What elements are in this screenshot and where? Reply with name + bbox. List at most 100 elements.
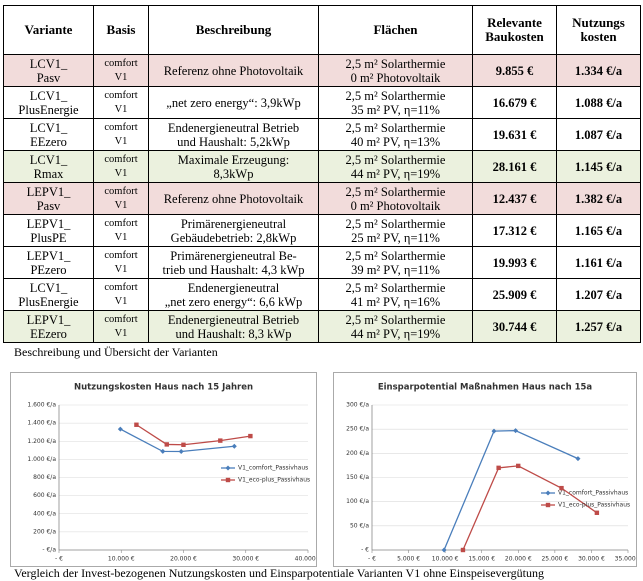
table-cell: 25.909 € bbox=[472, 278, 557, 311]
legend-label: V1_eco-plus_Passivhaus bbox=[238, 477, 310, 484]
table-cell: 17.312 € bbox=[472, 214, 557, 247]
y-tick-label: 800 €/a bbox=[33, 474, 56, 481]
table-cell: 2,5 m² Solarthermie 0 m² Photovoltaik bbox=[318, 182, 473, 215]
legend-marker bbox=[225, 465, 231, 471]
table-cell: 1.088 €/a bbox=[556, 86, 641, 119]
series-line bbox=[443, 429, 579, 551]
y-tick-label: 1.000 €/a bbox=[27, 456, 56, 463]
data-point bbox=[496, 465, 501, 471]
table-caption: Beschreibung und Übersicht der Varianten bbox=[14, 345, 218, 359]
x-tick-label: 25.000 € bbox=[541, 556, 568, 563]
table-cell: comfort V1 bbox=[93, 118, 149, 151]
table-cell: LCV1_ Rmax bbox=[3, 150, 94, 183]
chart: Einsparpotential Maßnahmen Haus nach 15a… bbox=[333, 372, 637, 567]
table-cell: LEPV1_ EEzero bbox=[3, 310, 94, 343]
y-tick-label: 1.600 €/a bbox=[27, 402, 56, 409]
table-cell: 1.207 €/a bbox=[556, 278, 641, 311]
table-row: LEPV1_ Pasv comfort V1 Referenz ohne Photo… bbox=[3, 182, 641, 215]
table-body: LCV1_ Pasv comfort V1 Referenz ohne Photov… bbox=[3, 54, 641, 343]
header-cell: Relevante Baukosten bbox=[472, 5, 557, 55]
table-cell: 2,5 m² Solarthermie 0 m² Photovoltaik bbox=[318, 54, 473, 87]
table-cell: comfort V1 bbox=[93, 246, 149, 279]
y-tick-label: 1.200 €/a bbox=[27, 438, 56, 445]
table-cell: comfort V1 bbox=[93, 278, 149, 311]
y-tick-label: 400 €/a bbox=[33, 510, 56, 517]
legend-marker bbox=[225, 477, 231, 483]
figure-caption: Vergleich der Invest-bezogenen Nutzungsk… bbox=[14, 566, 544, 580]
data-point bbox=[164, 442, 169, 447]
table-row: LCV1_ PlusEnergie comfort V1 „net zero ene… bbox=[3, 86, 641, 119]
x-tick-label: 30.000 € bbox=[578, 556, 605, 563]
table-cell: 9.855 € bbox=[472, 54, 557, 87]
table-cell: 12.437 € bbox=[472, 182, 557, 215]
data-point bbox=[575, 456, 581, 462]
x-tick-label: 35.000 € bbox=[615, 556, 637, 563]
legend-marker bbox=[545, 502, 551, 508]
table-cell: 2,5 m² Solarthermie 44 m² PV, η=19% bbox=[318, 150, 473, 183]
table-row: LCV1_ Pasv comfort V1 Referenz ohne Photov… bbox=[3, 54, 641, 87]
variant-table: Variante Basis Beschreibung Flächen Relevant… bbox=[3, 5, 641, 343]
y-tick-label: 150 €/a bbox=[346, 474, 369, 481]
y-tick-label: - €/a bbox=[42, 547, 56, 554]
data-point bbox=[516, 463, 521, 469]
data-point bbox=[491, 428, 497, 434]
table-cell: LEPV1_ PEzero bbox=[3, 246, 94, 279]
table-cell: LCV1_ Pasv bbox=[3, 54, 94, 87]
table-cell: comfort V1 bbox=[93, 214, 149, 247]
data-point bbox=[178, 448, 184, 454]
legend-label: V1_comfort_Passivhaus bbox=[558, 490, 628, 497]
table-cell: 1.145 €/a bbox=[556, 150, 641, 183]
table-cell: comfort V1 bbox=[93, 182, 149, 215]
table-cell: comfort V1 bbox=[93, 310, 149, 343]
table-cell: LEPV1_ PlusPE bbox=[3, 214, 94, 247]
table-cell: 1.334 €/a bbox=[556, 54, 641, 87]
table-cell: LEPV1_ Pasv bbox=[3, 182, 94, 215]
table-cell: 28.161 € bbox=[472, 150, 557, 183]
table-cell: 2,5 m² Solarthermie 25 m² PV, η=11% bbox=[318, 214, 473, 247]
table-row: LEPV1_ EEzero comfort V1 Endenergieneutral… bbox=[3, 310, 641, 343]
chart: Nutzungskosten Haus nach 15 Jahren - €/a 2… bbox=[10, 372, 317, 567]
y-tick-label: 200 €/a bbox=[33, 528, 56, 535]
chart-title: Einsparpotential Maßnahmen Haus nach 15a bbox=[378, 383, 593, 393]
table-cell: Maximale Erzeugung: 8,3kWp bbox=[148, 150, 319, 183]
table-cell: 2,5 m² Solarthermie 41 m² PV, η=16% bbox=[318, 278, 473, 311]
x-tick-label: - € bbox=[368, 556, 376, 563]
table-cell: LCV1_ PlusEnergie bbox=[3, 278, 94, 311]
series-line bbox=[136, 424, 251, 446]
y-tick-label: - € bbox=[361, 547, 369, 554]
data-point bbox=[117, 426, 123, 432]
table-cell: 1.087 €/a bbox=[556, 118, 641, 151]
legend-label: V1_eco-plus_Passivhaus bbox=[558, 502, 630, 509]
data-point bbox=[248, 433, 253, 439]
table-cell: Endenergieneutral Betrieb und Haushalt: … bbox=[148, 310, 319, 343]
y-tick-label: 600 €/a bbox=[33, 492, 56, 499]
data-point bbox=[160, 448, 166, 454]
table-cell: 1.161 €/a bbox=[556, 246, 641, 279]
table-cell: 2,5 m² Solarthermie 39 m² PV, η=11% bbox=[318, 246, 473, 279]
table-cell: comfort V1 bbox=[93, 150, 149, 183]
series-line bbox=[120, 428, 235, 453]
table-cell: LCV1_ EEzero bbox=[3, 118, 94, 151]
table-cell: 16.679 € bbox=[472, 86, 557, 119]
header-cell: Flächen bbox=[318, 5, 473, 55]
header-cell: Beschreibung bbox=[148, 5, 319, 55]
legend-marker bbox=[545, 490, 551, 496]
table-cell: Referenz ohne Photovoltaik bbox=[148, 54, 319, 87]
table-cell: 2,5 m² Solarthermie 44 m² PV, η=19% bbox=[318, 310, 473, 343]
x-tick-label: 10.000 € bbox=[108, 556, 135, 563]
header-row: Variante Basis Beschreibung Flächen Relevant… bbox=[3, 5, 641, 55]
header-cell: Variante bbox=[3, 5, 94, 55]
header-cell: Nutzungs kosten bbox=[556, 5, 641, 55]
table-cell: Referenz ohne Photovoltaik bbox=[148, 182, 319, 215]
x-tick-label: 40.000 € bbox=[295, 556, 317, 563]
table-cell: 2,5 m² Solarthermie 40 m² PV, η=13% bbox=[318, 118, 473, 151]
data-point bbox=[134, 422, 139, 427]
table-cell: 2,5 m² Solarthermie 35 m² PV, η=11% bbox=[318, 86, 473, 119]
table-cell: comfort V1 bbox=[93, 54, 149, 87]
table-cell: 1.257 €/a bbox=[556, 310, 641, 343]
data-point bbox=[513, 428, 519, 434]
table-cell: 1.382 €/a bbox=[556, 182, 641, 215]
y-tick-label: 100 €/a bbox=[346, 498, 369, 505]
x-tick-label: 20.000 € bbox=[505, 556, 532, 563]
